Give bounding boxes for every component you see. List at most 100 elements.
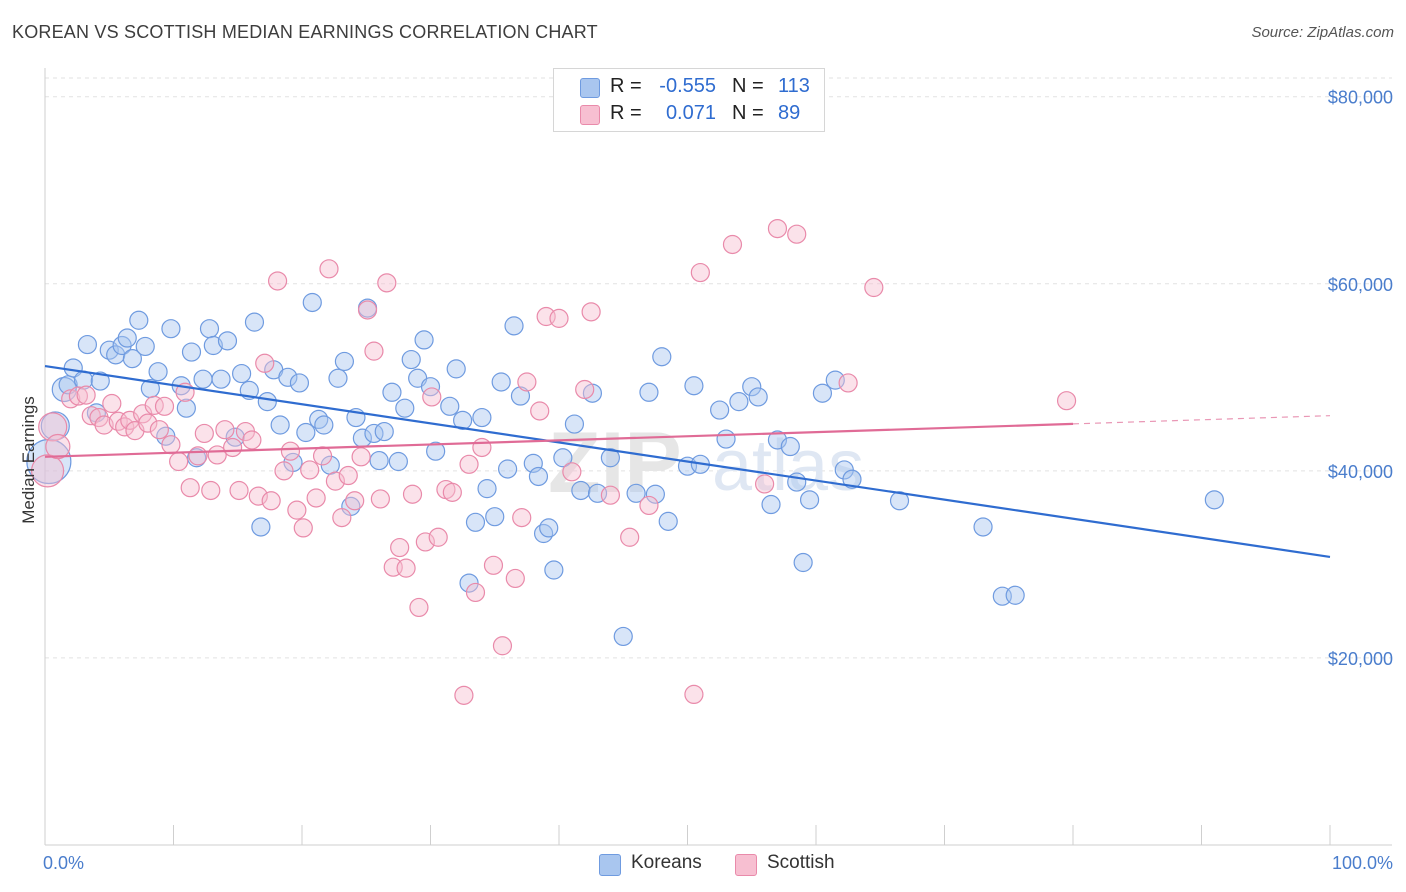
scottish-point (390, 537, 410, 558)
scottish-point (300, 460, 320, 480)
koreans-point (334, 351, 355, 372)
koreans-point (314, 415, 334, 435)
scottish-point (690, 262, 710, 283)
scottish-point (267, 271, 288, 291)
chart-source: Source: ZipAtlas.com (1251, 24, 1394, 41)
scottish-point (161, 435, 181, 455)
watermark-atlas: atlas (712, 426, 864, 506)
scottish-point (242, 430, 262, 450)
scottish-point (465, 582, 486, 603)
legend-r-value: -0.555 (659, 75, 716, 97)
koreans-point (729, 392, 749, 412)
koreans-point (459, 573, 479, 593)
legend-r-label: R = (610, 75, 642, 97)
scottish-trend-line (44, 422, 1074, 458)
scottish-point (180, 478, 200, 498)
koreans-point (498, 459, 518, 479)
x-tick-label-max: 100.0% (1332, 853, 1393, 873)
koreans-point (374, 421, 394, 442)
koreans-point (973, 517, 993, 537)
scottish-point (620, 527, 640, 547)
koreans-point (244, 312, 265, 332)
scottish-point (357, 300, 378, 320)
koreans-point (761, 494, 781, 515)
koreans-point (710, 400, 730, 420)
data-points (26, 218, 1224, 705)
koreans-point (1005, 585, 1025, 605)
scottish-point (261, 491, 281, 511)
scottish-point (248, 486, 268, 506)
y-tick-label: $80,000 (1328, 88, 1393, 108)
scottish-point (767, 218, 788, 239)
y-tick-label: $40,000 (1328, 462, 1393, 482)
koreans-point (812, 383, 833, 403)
koreans-point (90, 371, 110, 391)
koreans-point (420, 377, 441, 397)
koreans-point (148, 362, 168, 382)
koreans-swatch (599, 854, 621, 876)
legend-label: Koreans (631, 852, 702, 873)
scottish-point (61, 389, 81, 409)
koreans-point (544, 560, 564, 580)
koreans-point (270, 415, 290, 435)
scottish-point (319, 259, 339, 279)
koreans-point (251, 517, 271, 537)
scottish-point (575, 379, 595, 400)
scottish-point (102, 393, 122, 414)
koreans-point (652, 347, 672, 367)
koreans-point (510, 386, 531, 406)
koreans-point (684, 376, 704, 396)
koreans-point (626, 483, 646, 503)
koreans-trend-line (44, 365, 1331, 558)
trend-lines (44, 365, 1331, 558)
scottish-point (422, 387, 442, 407)
scottish-point (838, 373, 858, 393)
koreans-point (491, 372, 511, 392)
koreans-point (176, 398, 196, 418)
koreans-point (217, 331, 238, 351)
koreans-point (1204, 490, 1224, 510)
scottish-point (201, 480, 221, 501)
scottish-point (68, 386, 89, 406)
scottish-point (428, 527, 448, 547)
scottish-point (215, 420, 235, 440)
koreans-point (257, 392, 277, 412)
legend-r-label: R = (610, 102, 642, 124)
koreans-point (278, 367, 298, 387)
koreans-point (203, 335, 223, 356)
scottish-point (581, 302, 601, 322)
legend-n-value: 89 (778, 102, 801, 124)
chart-title: KOREAN VS SCOTTISH MEDIAN EARNINGS CORRE… (12, 22, 598, 42)
scottish-point (492, 636, 513, 656)
scottish-point (864, 277, 884, 298)
koreans-point (440, 396, 460, 416)
koreans-point (414, 330, 434, 350)
scottish-point (223, 437, 243, 458)
koreans-point (117, 328, 137, 348)
scottish-point (30, 454, 65, 488)
koreans-point (401, 349, 421, 370)
koreans-point (193, 369, 213, 389)
scottish-point (345, 491, 365, 511)
scottish-point (312, 446, 333, 466)
legend-n-value: 113 (778, 75, 810, 97)
scottish-point (274, 461, 294, 481)
scottish-swatch (580, 105, 600, 125)
scottish-point (415, 532, 435, 552)
koreans-point (528, 466, 549, 487)
scottish-point (459, 454, 479, 474)
koreans-point (302, 292, 322, 313)
scottish-point (454, 685, 474, 705)
koreans-point (639, 382, 659, 402)
scottish-point (396, 558, 416, 578)
scottish-trend-extension (1072, 415, 1331, 425)
scottish-point (517, 372, 537, 392)
legend-n-label: N = (732, 75, 764, 97)
koreans-point (289, 373, 310, 393)
scottish-point (229, 480, 249, 501)
scottish-point (169, 451, 189, 472)
koreans-point (533, 523, 554, 544)
scottish-point (306, 488, 326, 508)
x-tick-label-min: 0.0% (43, 853, 84, 873)
